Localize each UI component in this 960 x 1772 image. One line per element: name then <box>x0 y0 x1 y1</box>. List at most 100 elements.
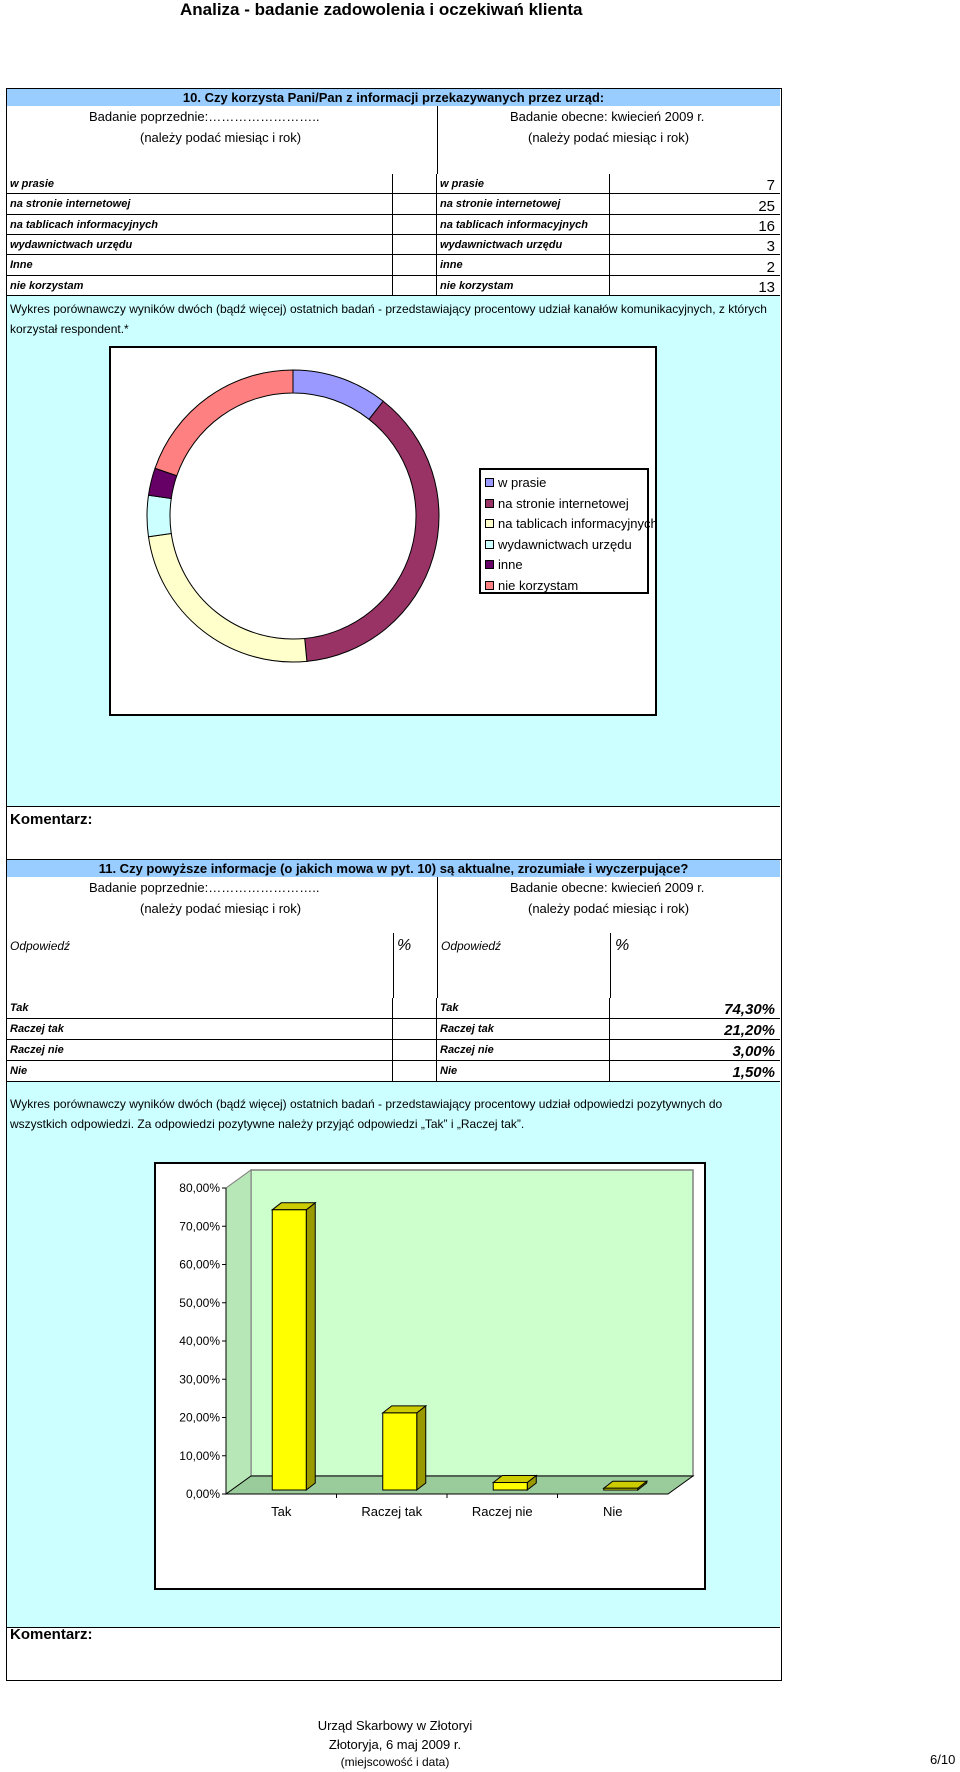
doughnut-chart <box>146 369 440 663</box>
q10-question: 10. Czy korzysta Pani/Pan z informacji p… <box>7 89 780 107</box>
q10-curr-hint: (należy podać miesiąc i rok) <box>528 130 690 145</box>
q10-header-divider <box>437 106 438 174</box>
q10-row-left-label: nie korzystam <box>7 276 393 296</box>
legend-item: na stronie internetowej <box>485 495 629 513</box>
q10-row-left-label: wydawnictwach urzędu <box>7 235 393 255</box>
legend-label: w prasie <box>498 475 547 491</box>
q10-row-right-label: w prasie <box>437 174 610 194</box>
y-tick-label: 10,00% <box>179 1449 220 1463</box>
q11-row-left-value <box>393 998 437 1019</box>
q11-col-divider-2 <box>437 933 438 998</box>
q10-row-left-value <box>393 174 437 194</box>
q11-row-right-label: Raczej nie <box>437 1040 610 1061</box>
x-tick-label: Nie <box>603 1504 623 1519</box>
legend-item: w prasie <box>485 474 546 492</box>
q11-col-percent-right: % <box>615 937 630 954</box>
q11-col-answer-left: Odpowiedź <box>10 939 71 953</box>
doughnut-slice <box>146 494 172 538</box>
doughnut-slice <box>154 369 294 477</box>
q11-row-right-value: 1,50% <box>610 1061 780 1082</box>
q11-row-right-value: 21,20% <box>610 1019 780 1040</box>
q10-row-left-value <box>393 276 437 296</box>
legend-item: nie korzystam <box>485 577 578 595</box>
legend-swatch <box>485 519 494 529</box>
q11-table: Tak Tak 74,30% Raczej tak Raczej tak 21,20% Ra… <box>7 998 780 1082</box>
legend-label: wydawnictwach urzędu <box>498 536 632 552</box>
q11-row-left-label: Tak <box>7 998 393 1019</box>
q11-row-left-value <box>393 1019 437 1040</box>
legend-item: inne <box>485 556 523 574</box>
legend-label: inne <box>498 557 523 573</box>
q10-row-right-value: 25 <box>610 194 780 215</box>
legend-label: nie korzystam <box>498 577 579 593</box>
plot-area <box>250 1169 694 1477</box>
bar <box>603 1487 639 1491</box>
q10-prev-hint: (należy podać miesiąc i rok) <box>140 130 302 145</box>
q10-row-left-label: na stronie internetowej <box>7 194 393 215</box>
q11-column-header: Odpowiedź % Odpowiedź % <box>7 933 780 999</box>
footer-office: Urząd Skarbowy w Złotoryi <box>317 1718 473 1733</box>
q11-row-right-label: Raczej tak <box>437 1019 610 1040</box>
y-tick-label: 50,00% <box>179 1296 220 1310</box>
q11-row-left-label: Raczej nie <box>7 1040 393 1061</box>
q11-row-right-label: Tak <box>437 998 610 1019</box>
q10-row-left-label: na tablicach informacyjnych <box>7 215 393 235</box>
page-title: Analiza - badanie zadowolenia i oczekiwa… <box>180 0 583 19</box>
plot-side-wall <box>225 1169 252 1495</box>
q10-row-left-value <box>393 235 437 255</box>
q10-row-right-value: 3 <box>610 235 780 255</box>
q11-question: 11. Czy powyższe informacje (o jakich mo… <box>7 860 780 878</box>
legend-swatch <box>485 478 494 488</box>
bar <box>271 1209 307 1491</box>
q11-header-divider <box>437 877 438 933</box>
q11-row-left-value <box>393 1040 437 1061</box>
q11-note: Wykres porównawczy wyników dwóch (bądź w… <box>10 1097 723 1131</box>
doughnut-chart-box: w prasie na stronie internetowej na tablic… <box>109 346 658 716</box>
q10-row-right-label: nie korzystam <box>437 276 610 296</box>
q11-row-left-label: Raczej tak <box>7 1019 393 1040</box>
doughnut-slice <box>147 532 308 663</box>
doughnut-slice <box>292 369 384 421</box>
doughnut-legend: w prasie na stronie internetowej na tablic… <box>479 468 658 595</box>
q11-col-percent-left: % <box>397 937 412 954</box>
bar-side <box>416 1404 427 1492</box>
legend-label: na stronie internetowej <box>498 495 629 511</box>
q11-curr-hint: (należy podać miesiąc i rok) <box>528 901 690 916</box>
legend-label: na tablicach informacyjnych <box>498 516 658 532</box>
q10-row-right-label: wydawnictwach urzędu <box>437 235 610 255</box>
legend-swatch <box>485 498 494 508</box>
q10-row-left-value <box>393 255 437 276</box>
q11-row-right-value: 74,30% <box>610 998 780 1019</box>
q10-row-right-value: 16 <box>610 215 780 235</box>
footer-date: Złotoryja, 6 maj 2009 r. <box>328 1737 462 1752</box>
bar-chart-box: 0,00% 10,00% 20,00% 30,00% 40,00% 50,00% 60,00… <box>154 1162 706 1590</box>
bar <box>492 1482 528 1491</box>
q10-row-right-label: na stronie internetowej <box>437 194 610 215</box>
q11-col-answer-right: Odpowiedź <box>441 939 502 953</box>
footer-hint: (miejscowość i data) <box>340 1755 450 1769</box>
q10-row-right-label: inne <box>437 255 610 276</box>
legend-swatch <box>485 539 494 549</box>
y-tick-label: 0,00% <box>186 1487 220 1501</box>
bar-side <box>305 1201 316 1492</box>
q10-row-right-label: na tablicach informacyjnych <box>437 215 610 235</box>
q11-col-divider-1 <box>393 933 394 998</box>
q11-row-left-label: Nie <box>7 1061 393 1082</box>
q10-comment-area <box>7 806 780 860</box>
q11-row-left-value <box>393 1061 437 1082</box>
y-tick-label: 80,00% <box>179 1181 220 1195</box>
q10-row-right-value: 2 <box>610 255 780 276</box>
legend-item: wydawnictwach urzędu <box>485 536 632 554</box>
bar <box>382 1412 418 1491</box>
q10-row-right-value: 7 <box>610 174 780 194</box>
doughnut-slice <box>304 400 440 662</box>
x-tick-label: Tak <box>271 1504 292 1519</box>
q10-row-left-label: Inne <box>7 255 393 276</box>
y-tick-label: 30,00% <box>179 1372 220 1386</box>
q10-row-left-value <box>393 194 437 215</box>
q11-prev-label: Badanie poprzednie:…………………….. <box>89 880 320 895</box>
q11-prev-hint: (należy podać miesiąc i rok) <box>140 901 302 916</box>
q10-row-left-label: w prasie <box>7 174 393 194</box>
y-tick-label: 70,00% <box>179 1219 220 1233</box>
legend-swatch <box>485 560 494 570</box>
